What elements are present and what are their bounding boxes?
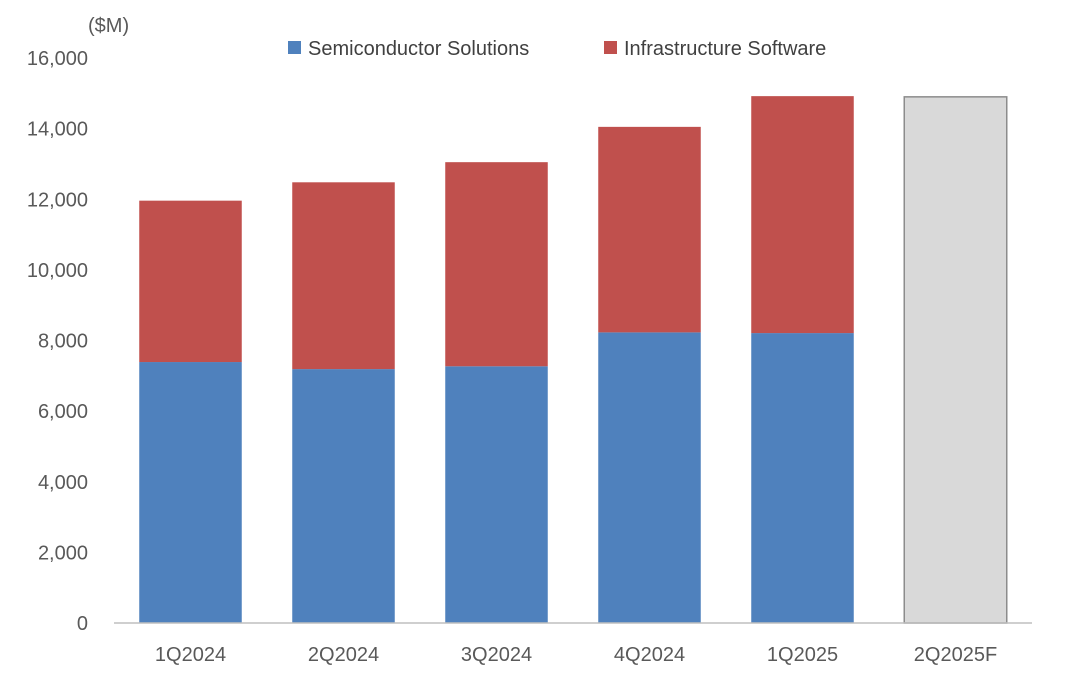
bar-infrastructure-software-4q2024	[598, 126, 701, 333]
bar-semiconductor-solutions-4q2024	[598, 332, 701, 623]
bar-infrastructure-software-1q2025	[751, 96, 854, 334]
y-tick-label: 2,000	[38, 542, 88, 564]
bars	[139, 96, 1008, 624]
bar-forecast-2q2025f	[903, 96, 1008, 624]
y-tick-label: 4,000	[38, 472, 88, 494]
x-tick-label: 1Q2024	[155, 644, 226, 666]
y-tick-label: 12,000	[27, 189, 88, 211]
y-tick-label: 8,000	[38, 331, 88, 353]
legend-label-infrastructure-software: Infrastructure Software	[624, 38, 826, 60]
x-axis: 1Q2024 2Q2024 3Q2024 4Q2024 1Q2025 2Q2025F	[155, 644, 997, 666]
y-tick-label: 0	[77, 613, 88, 635]
bar-infrastructure-software-1q2024	[139, 200, 242, 363]
y-axis: 0 2,000 4,000 6,000 8,000 10,000 12,000 14,000 1…	[27, 48, 88, 635]
x-tick-label: 2Q2025F	[914, 644, 997, 666]
bar-semiconductor-solutions-1q2025	[751, 333, 854, 623]
x-tick-label: 3Q2024	[461, 644, 532, 666]
bar-semiconductor-solutions-3q2024	[445, 366, 548, 623]
y-axis-unit-label: ($M)	[88, 15, 129, 37]
legend-label-semiconductor-solutions: Semiconductor Solutions	[308, 38, 529, 60]
y-tick-label: 10,000	[27, 260, 88, 282]
bar-infrastructure-software-2q2024	[292, 182, 395, 370]
y-tick-label: 6,000	[38, 401, 88, 423]
x-tick-label: 2Q2024	[308, 644, 379, 666]
legend-swatch-semiconductor-solutions	[288, 41, 301, 54]
legend-swatch-infrastructure-software	[604, 41, 617, 54]
y-tick-label: 16,000	[27, 48, 88, 70]
legend: Semiconductor Solutions Infrastructure S…	[288, 38, 826, 60]
y-tick-label: 14,000	[27, 119, 88, 141]
bar-semiconductor-solutions-2q2024	[292, 369, 395, 623]
x-tick-label: 4Q2024	[614, 644, 685, 666]
bar-semiconductor-solutions-1q2024	[139, 362, 242, 623]
bar-infrastructure-software-3q2024	[445, 162, 548, 367]
x-tick-label: 1Q2025	[767, 644, 838, 666]
